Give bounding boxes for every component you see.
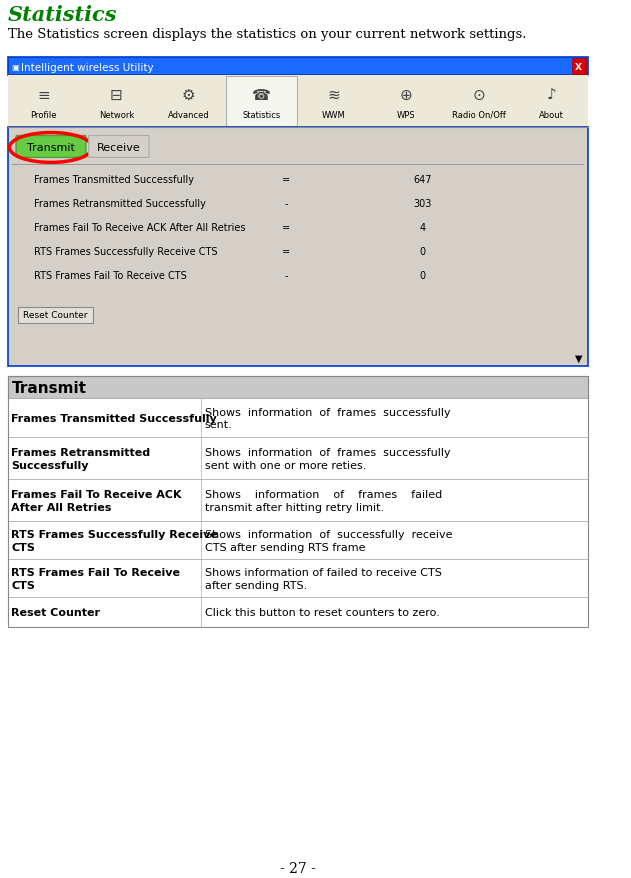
Text: Statistics: Statistics: [242, 111, 281, 119]
Text: sent.: sent.: [204, 420, 232, 430]
Text: Shows  information  of  frames  successfully: Shows information of frames successfully: [204, 448, 451, 457]
Text: 0: 0: [420, 270, 426, 281]
Text: Frames Retransmitted Successfully: Frames Retransmitted Successfully: [34, 199, 206, 209]
Text: sent with one or more reties.: sent with one or more reties.: [204, 461, 366, 471]
Text: Advanced: Advanced: [168, 111, 209, 119]
FancyBboxPatch shape: [89, 136, 149, 158]
Text: ▣: ▣: [11, 63, 19, 72]
FancyBboxPatch shape: [8, 479, 588, 522]
Text: ⚙: ⚙: [182, 88, 196, 103]
Text: WWM: WWM: [322, 111, 346, 119]
FancyBboxPatch shape: [16, 136, 86, 158]
Text: Reset Counter: Reset Counter: [23, 311, 88, 320]
Text: ⊕: ⊕: [400, 88, 413, 103]
FancyBboxPatch shape: [8, 58, 588, 76]
Text: 0: 0: [420, 247, 426, 256]
Text: Shows    information    of    frames    failed: Shows information of frames failed: [204, 490, 442, 500]
Text: RTS Frames Successfully Receive: RTS Frames Successfully Receive: [11, 529, 218, 539]
Text: =: =: [282, 223, 290, 233]
Text: transmit after hitting retry limit.: transmit after hitting retry limit.: [204, 502, 384, 513]
Text: Intelligent wireless Utility: Intelligent wireless Utility: [21, 62, 153, 73]
Text: RTS Frames Fail To Receive CTS: RTS Frames Fail To Receive CTS: [34, 270, 187, 281]
FancyBboxPatch shape: [572, 59, 586, 75]
Text: ▼: ▼: [575, 353, 582, 363]
Text: Frames Fail To Receive ACK: Frames Fail To Receive ACK: [11, 490, 182, 500]
Text: CTS: CTS: [11, 543, 35, 552]
FancyBboxPatch shape: [8, 559, 588, 597]
Text: Frames Transmitted Successfully: Frames Transmitted Successfully: [11, 414, 217, 423]
Text: -: -: [284, 199, 288, 209]
Text: =: =: [282, 175, 290, 185]
Text: ≋: ≋: [327, 88, 340, 103]
Text: About: About: [539, 111, 564, 119]
Text: Shows  information  of  frames  successfully: Shows information of frames successfully: [204, 407, 451, 417]
Text: Profile: Profile: [30, 111, 57, 119]
Text: Successfully: Successfully: [11, 461, 89, 471]
Text: CTS after sending RTS frame: CTS after sending RTS frame: [204, 543, 365, 552]
Text: RTS Frames Successfully Receive CTS: RTS Frames Successfully Receive CTS: [34, 247, 218, 256]
Text: ♪: ♪: [546, 88, 557, 103]
Text: Shows  information  of  successfully  receive: Shows information of successfully receiv…: [204, 529, 452, 539]
Text: ☎: ☎: [252, 88, 271, 103]
FancyBboxPatch shape: [8, 398, 588, 438]
FancyBboxPatch shape: [8, 127, 588, 366]
Text: WPS: WPS: [397, 111, 416, 119]
Text: =: =: [282, 247, 290, 256]
FancyBboxPatch shape: [8, 597, 588, 627]
Text: - 27 -: - 27 -: [280, 860, 316, 874]
Text: 303: 303: [413, 199, 432, 209]
Text: ⊟: ⊟: [110, 88, 122, 103]
FancyBboxPatch shape: [8, 438, 588, 479]
Text: Statistics: Statistics: [8, 5, 117, 25]
Text: ≡: ≡: [37, 88, 50, 103]
Text: ⊙: ⊙: [473, 88, 485, 103]
Text: Transmit: Transmit: [27, 143, 75, 154]
Text: Frames Retransmitted: Frames Retransmitted: [11, 448, 150, 457]
FancyBboxPatch shape: [8, 76, 588, 127]
Text: Click this button to reset counters to zero.: Click this button to reset counters to z…: [204, 608, 439, 617]
FancyBboxPatch shape: [8, 376, 588, 398]
Text: Shows information of failed to receive CTS: Shows information of failed to receive C…: [204, 567, 442, 577]
Text: CTS: CTS: [11, 580, 35, 590]
Text: Network: Network: [98, 111, 134, 119]
Text: 4: 4: [420, 223, 426, 233]
Text: The Statistics screen displays the statistics on your current network settings.: The Statistics screen displays the stati…: [8, 28, 526, 41]
Text: After All Retries: After All Retries: [11, 502, 112, 513]
Text: RTS Frames Fail To Receive: RTS Frames Fail To Receive: [11, 567, 180, 577]
Text: Transmit: Transmit: [12, 381, 87, 396]
Text: 647: 647: [413, 175, 432, 185]
Text: Receive: Receive: [97, 143, 141, 154]
FancyBboxPatch shape: [226, 76, 297, 126]
Text: Frames Fail To Receive ACK After All Retries: Frames Fail To Receive ACK After All Ret…: [34, 223, 245, 233]
Text: Reset Counter: Reset Counter: [11, 608, 100, 617]
FancyBboxPatch shape: [18, 307, 93, 323]
Text: Frames Transmitted Successfully: Frames Transmitted Successfully: [34, 175, 194, 185]
Text: after sending RTS.: after sending RTS.: [204, 580, 307, 590]
Text: -: -: [284, 270, 288, 281]
FancyBboxPatch shape: [8, 522, 588, 559]
Text: X: X: [575, 63, 582, 72]
Text: Radio On/Off: Radio On/Off: [452, 111, 506, 119]
